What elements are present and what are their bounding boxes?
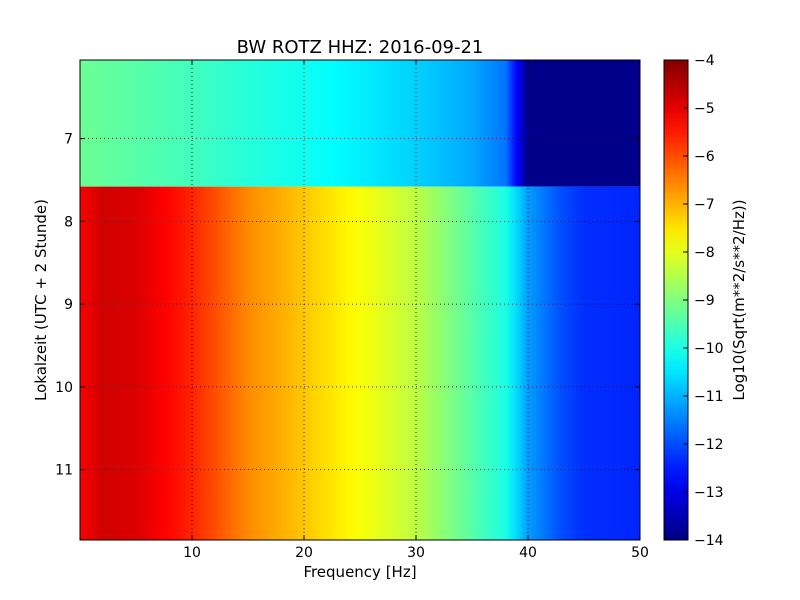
- colorbar-tick-label: −10: [694, 341, 724, 357]
- y-tick-label: 7: [64, 132, 73, 148]
- x-tick-label: 40: [519, 545, 537, 561]
- x-tick-label: 20: [295, 545, 313, 561]
- colorbar-tick-label: −14: [694, 533, 724, 549]
- plot-frame: [79, 59, 641, 541]
- colorbar-tick-label: −9: [694, 293, 715, 309]
- spectrogram-plot: [80, 60, 640, 540]
- y-tick-label: 10: [55, 380, 73, 396]
- grid-lines: [80, 60, 640, 540]
- colorbar-tick-label: −13: [694, 485, 724, 501]
- colorbar-label: Log10(Sqrt(m**2/s**2/Hz)): [730, 199, 748, 400]
- colorbar-tick-label: −6: [694, 149, 715, 165]
- y-axis: 7 8 9 10 11: [55, 132, 640, 479]
- colorbar-tick-label: −11: [694, 389, 724, 405]
- colorbar-tick-label: −8: [694, 245, 715, 261]
- y-axis-label: Lokalzeit (UTC + 2 Stunde): [32, 199, 50, 401]
- x-tick-label: 10: [183, 545, 201, 561]
- colorbar-tick-label: −5: [694, 101, 715, 117]
- colorbar: −4 −5 −6 −7 −8 −9 −10 −11 −12 −13 −14 Log10(Sqrt(m…: [663, 53, 748, 549]
- y-tick-label: 9: [64, 297, 73, 313]
- heatmap-segment: [80, 186, 640, 540]
- x-tick-label: 30: [407, 545, 425, 561]
- x-axis: 10 20 30 40 50: [183, 60, 649, 561]
- y-tick-label: 11: [55, 463, 73, 479]
- colorbar-tick-label: −4: [694, 53, 715, 69]
- heatmap-segment: [80, 60, 640, 187]
- y-tick-label: 8: [64, 214, 73, 230]
- heatmap-cells: [80, 60, 640, 540]
- x-axis-label: Frequency [Hz]: [303, 563, 416, 581]
- x-tick-label: 50: [631, 545, 649, 561]
- colorbar-ticks: −4 −5 −6 −7 −8 −9 −10 −11 −12 −13 −14: [683, 53, 724, 549]
- chart-title: BW ROTZ HHZ: 2016-09-21: [237, 37, 484, 58]
- colorbar-tick-label: −12: [694, 437, 724, 453]
- colorbar-tick-label: −7: [694, 197, 715, 213]
